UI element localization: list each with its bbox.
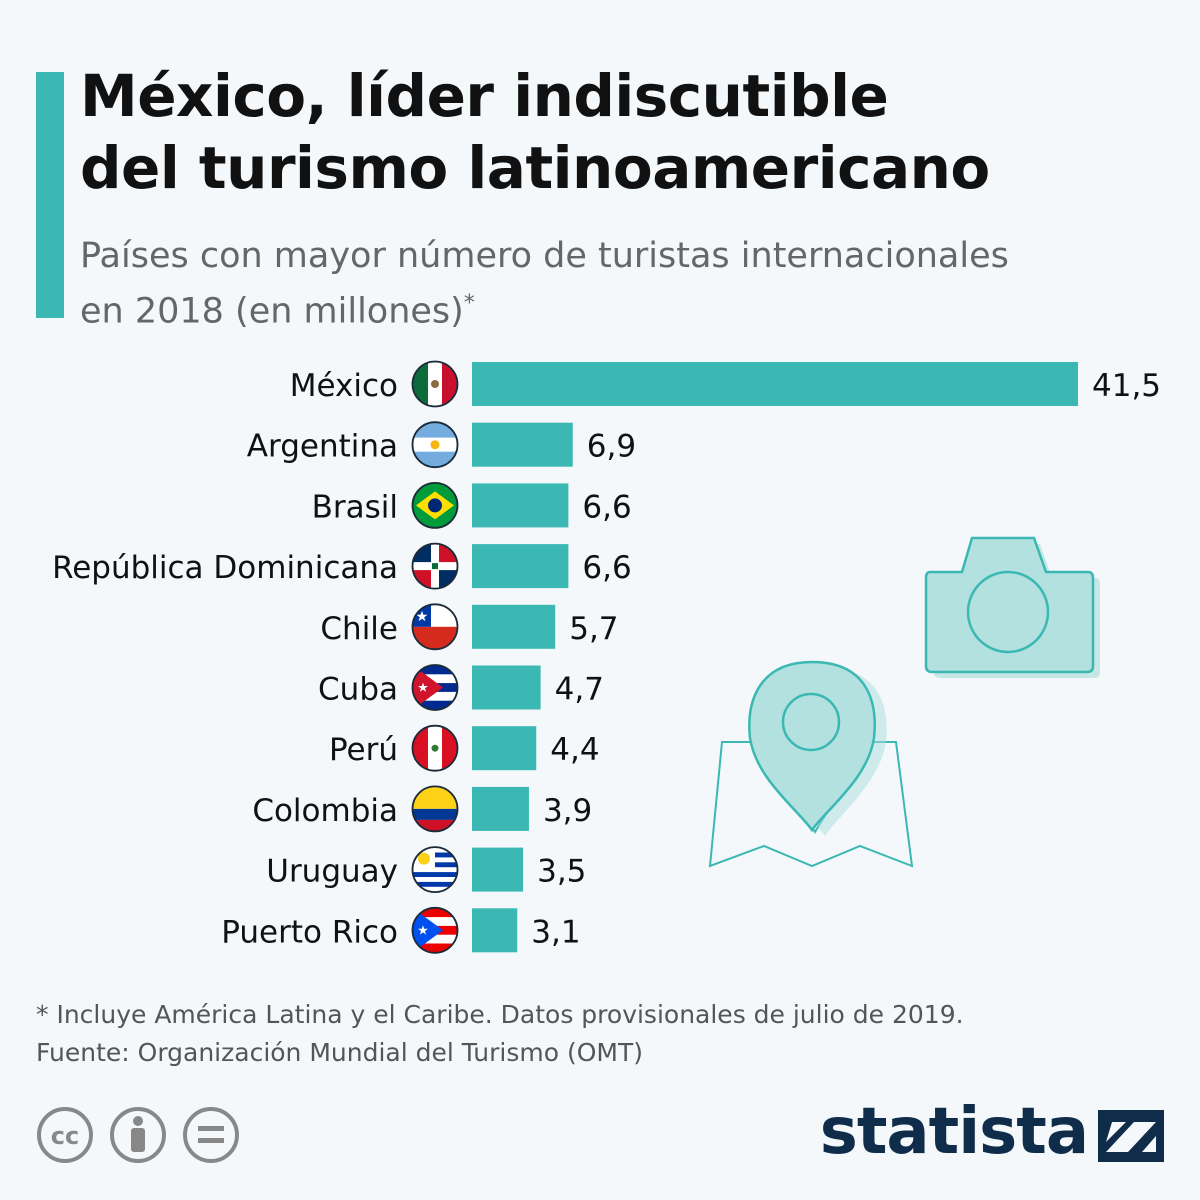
category-label-cuba: Cuba — [318, 672, 398, 708]
bar-brasil — [472, 483, 569, 528]
bar-mexico — [472, 362, 1078, 406]
bar-chile — [472, 604, 556, 649]
value-label-peru: 4,4 — [550, 732, 599, 768]
flag-outline — [411, 846, 459, 893]
category-label-peru: Perú — [329, 732, 398, 768]
mexico-flag-icon — [413, 362, 457, 406]
flag-outline — [411, 603, 459, 651]
value-label-argentina: 6,9 — [587, 429, 636, 465]
category-label-mexico: México — [290, 368, 398, 404]
value-label-colombia: 3,9 — [543, 793, 592, 829]
attribution-icon — [110, 1107, 166, 1163]
cc-icon: cc — [37, 1107, 93, 1163]
flag-outline — [411, 724, 459, 772]
subtitle-asterisk: * — [463, 291, 475, 316]
bar-colombia — [472, 786, 529, 831]
title-line-2: del turismo latinoamericano — [80, 134, 990, 202]
value-label-republica-dominicana: 6,6 — [582, 550, 631, 586]
accent-bar — [36, 72, 64, 318]
flag-outline — [411, 421, 459, 469]
flag-outline — [411, 481, 459, 529]
brazil-flag-icon — [413, 483, 457, 528]
flag-outline — [411, 542, 459, 590]
category-label-colombia: Colombia — [252, 793, 398, 829]
value-label-brasil: 6,6 — [582, 489, 631, 525]
bar-cuba — [472, 665, 541, 710]
title-line-1: México, líder indiscutible — [80, 62, 889, 130]
bar-puerto-rico — [472, 908, 518, 953]
camera-icon — [924, 536, 1100, 678]
statista-logo-text: statista — [819, 1095, 1089, 1169]
bar-chart: México 41,5 Argentina 6,9 Brasil 6,6 República… — [52, 360, 1161, 954]
flag-outline — [411, 664, 459, 711]
flag-outline — [411, 360, 459, 408]
puerto-rico-flag-icon — [413, 908, 457, 953]
footnote: * Incluye América Latina y el Caribe. Da… — [36, 996, 964, 1072]
subtitle-line-2-text: en 2018 (en millones) — [80, 291, 464, 332]
argentina-flag-icon — [413, 422, 457, 467]
category-label-uruguay: Uruguay — [266, 854, 398, 890]
map-pin-icon — [708, 660, 914, 868]
colombia-flag-icon — [413, 786, 457, 831]
value-label-cuba: 4,7 — [555, 672, 604, 708]
no-derivatives-icon — [183, 1107, 239, 1163]
footnote-note: * Incluye América Latina y el Caribe. Da… — [36, 1000, 964, 1029]
bar-argentina — [472, 422, 573, 467]
bar-peru — [472, 726, 537, 771]
cuba-flag-icon — [413, 665, 457, 710]
subtitle-line-2: en 2018 (en millones)* — [80, 280, 1009, 336]
flag-outline — [411, 785, 459, 833]
footnote-source: Fuente: Organización Mundial del Turismo… — [36, 1038, 643, 1067]
category-label-chile: Chile — [320, 611, 398, 647]
page-title: México, líder indiscutible del turismo l… — [80, 60, 990, 204]
subtitle: Países con mayor número de turistas inte… — [80, 232, 1009, 336]
bar-uruguay — [472, 847, 524, 892]
license-icons: cc — [37, 1107, 239, 1163]
value-label-chile: 5,7 — [569, 611, 618, 647]
bar-republica-dominicana — [472, 544, 569, 589]
value-label-puerto-rico: 3,1 — [531, 914, 580, 950]
chile-flag-icon — [413, 604, 457, 649]
category-label-brasil: Brasil — [312, 489, 398, 525]
category-label-puerto-rico: Puerto Rico — [221, 914, 398, 950]
statista-logo-icon — [1098, 1110, 1164, 1162]
subtitle-line-1: Países con mayor número de turistas inte… — [80, 236, 1009, 276]
flag-outline — [411, 906, 459, 954]
category-label-republica-dominicana: República Dominicana — [52, 550, 398, 586]
peru-flag-icon — [413, 726, 457, 771]
value-label-mexico: 41,5 — [1092, 368, 1161, 404]
value-label-uruguay: 3,5 — [537, 854, 586, 890]
category-label-argentina: Argentina — [247, 429, 398, 465]
svg-text:cc: cc — [51, 1122, 79, 1150]
